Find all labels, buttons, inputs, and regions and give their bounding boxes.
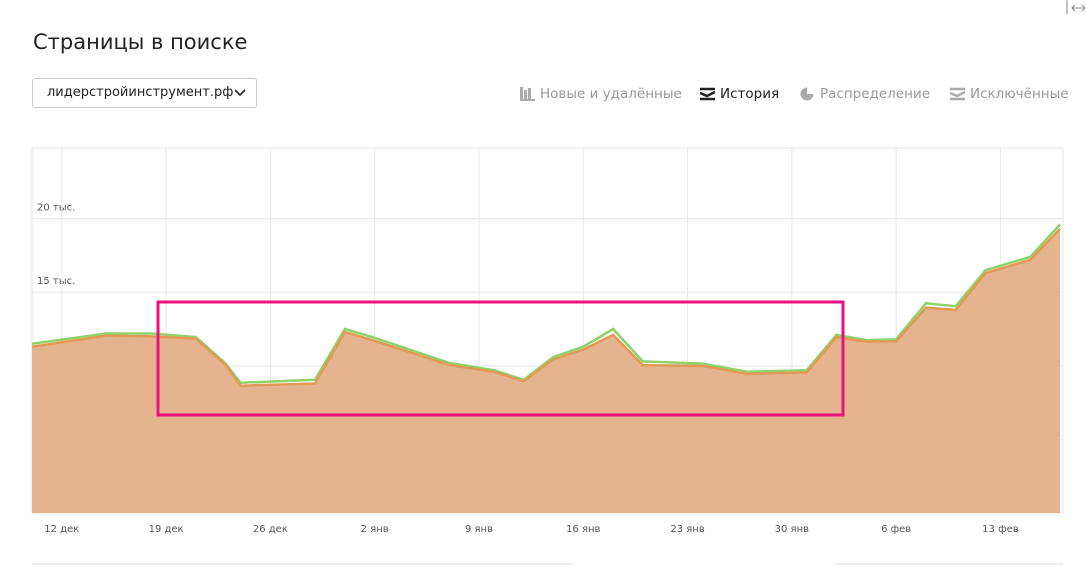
icon: [950, 87, 965, 101]
x-tick-label: 13 фев: [982, 524, 1019, 535]
tab[interactable]: Исключённые: [950, 86, 1069, 102]
tab-label: Новые и удалённые: [540, 86, 682, 102]
x-tick-label: 26 дек: [253, 524, 288, 535]
x-tick-label: 16 янв: [566, 524, 600, 535]
tab[interactable]: Распределение: [800, 86, 930, 102]
tab-label: История: [720, 86, 780, 102]
x-tick-label: 23 янв: [670, 524, 704, 535]
tab-label: Исключённые: [970, 86, 1069, 102]
x-tick-label: 9 янв: [465, 524, 493, 535]
y-tick-label: 20 тыс.: [37, 203, 75, 214]
y-tick-label: 15 тыс.: [37, 276, 75, 287]
x-tick-label: 30 янв: [775, 524, 809, 535]
page-title: Страницы в поиске: [33, 30, 248, 54]
x-tick-label: 12 дек: [44, 524, 79, 535]
dropdown-arrow: [234, 89, 246, 97]
area-fill: [32, 228, 1061, 514]
x-tick-label: 6 фев: [881, 524, 911, 535]
icon: [520, 87, 535, 101]
x-tick-label: 19 дек: [149, 524, 184, 535]
icon: [700, 87, 715, 101]
tab[interactable]: Новые и удалённые: [520, 86, 682, 102]
x-tick-label: 2 янв: [361, 524, 389, 535]
site-name: лидерстройинструмент.рф: [47, 85, 234, 100]
tab-label: Распределение: [820, 86, 931, 102]
site-selector[interactable]: лидерстройинструмент.рф: [32, 78, 257, 108]
resize-icon[interactable]: [1066, 0, 1086, 16]
tab[interactable]: История: [700, 86, 779, 102]
icon: [800, 87, 814, 101]
